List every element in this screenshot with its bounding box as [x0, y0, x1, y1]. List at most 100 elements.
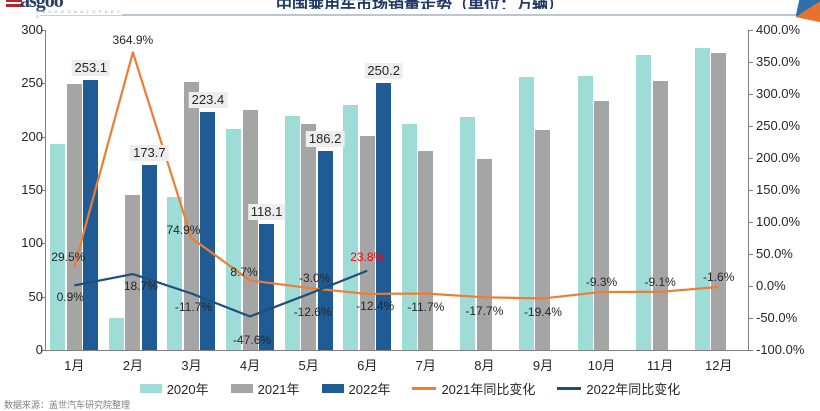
bar-2021年	[652, 81, 668, 350]
line-value-label: -47.6%	[233, 333, 272, 348]
y-tick-right	[748, 254, 753, 255]
legend-item[interactable]: 2020年	[139, 379, 209, 398]
y-tick-right	[748, 318, 753, 319]
logo-tagline: G A S G O O A U T O P A R T S	[36, 9, 121, 19]
bar-group	[226, 30, 275, 350]
bar-2021年	[242, 110, 258, 350]
x-axis-label: 9月	[532, 358, 554, 373]
y-tick-right	[748, 126, 753, 127]
y-tick-label-right: -50.0%	[756, 310, 798, 325]
line-value-label: -3.0%	[298, 270, 331, 285]
legend-item[interactable]: 2022年	[321, 379, 390, 398]
line-value-label: -9.1%	[644, 274, 676, 289]
line-value-label: 364.9%	[112, 33, 154, 48]
y-tick-label-right: 350.0%	[756, 54, 801, 69]
x-axis-label: 6月	[357, 358, 378, 373]
bar-2021年	[711, 53, 727, 350]
y-tick-label-left: 50	[28, 288, 43, 304]
logo-wordmark: asgoo	[20, 0, 64, 12]
bar-2020年	[343, 104, 359, 350]
y-tick-label-right: 0.0%	[756, 278, 786, 293]
bar-2020年	[694, 48, 710, 350]
bar-2021年	[66, 84, 82, 350]
page-title: 中国乘用车市场销量走势（单位：万辆）	[275, 0, 564, 9]
y-tick-label-right: 300.0%	[756, 86, 801, 101]
y-tick-left	[41, 190, 45, 191]
legend-label: 2020年	[166, 381, 209, 397]
bar-2021年	[125, 195, 141, 350]
bar-group	[694, 30, 743, 350]
y-tick-right	[748, 350, 753, 351]
legend-line-swatch-icon	[412, 386, 437, 390]
bar-value-label: 186.2	[305, 131, 345, 148]
x-axis-label: 5月	[298, 358, 319, 373]
chart-header: asgoo G A S G O O A U T O P A R T S 中国乘用…	[0, 0, 820, 22]
line-value-label: -11.7%	[174, 300, 213, 315]
x-axis	[45, 350, 749, 351]
y-tick-label-right: -100.0%	[756, 342, 805, 357]
chart-legend: 2020年 2021年 2022年 2021年同比变化 2022年同比变化	[0, 378, 820, 398]
logo-rule	[40, 15, 128, 16]
legend-line-swatch-icon	[557, 386, 582, 390]
bar-2020年	[226, 129, 242, 350]
y-tick-label-left: 250	[21, 75, 43, 91]
x-axis-label: 8月	[474, 358, 495, 373]
bar-2021年	[359, 135, 375, 350]
x-axis-label: 11月	[646, 358, 674, 373]
bar-2020年	[636, 54, 652, 350]
y-tick-left	[41, 83, 45, 85]
chart-plot-area: 0 50 100 150 200 250 300 -100.0% -50.0% 0.0% 50.0…	[21, 22, 804, 373]
line-value-label: -12.6%	[293, 305, 332, 320]
x-axis-label: 7月	[415, 358, 436, 373]
y-tick-label-right: 150.0%	[756, 182, 801, 197]
corner-ribbon-icon	[796, 0, 820, 22]
bar-2022年	[141, 164, 157, 350]
y-tick-label-right: 100.0%	[756, 214, 801, 229]
line-value-label: -11.7%	[407, 300, 445, 315]
line-value-label: 23.8%	[350, 249, 385, 264]
legend-item[interactable]: 2021年	[230, 379, 300, 398]
x-axis-label: 3月	[181, 358, 202, 373]
y-tick-left	[41, 136, 45, 138]
bar-value-label: 118.1	[247, 204, 286, 221]
x-axis-label: 2月	[122, 358, 143, 373]
y-tick-right	[748, 62, 753, 63]
bar-2020年	[50, 144, 66, 350]
gasgoo-logo: asgoo G A S G O O A U T O P A R T S	[4, 0, 128, 22]
bar-2022年	[317, 151, 333, 350]
y-tick-right	[748, 30, 753, 31]
bar-2022年	[259, 224, 275, 350]
chart-footnote: 数据来源：盖世汽车研究院整理	[4, 400, 131, 410]
bar-value-label: 253.1	[71, 60, 111, 77]
y-tick-label-left: 100	[21, 235, 43, 251]
bar-2022年	[83, 80, 99, 350]
legend-item[interactable]: 2022年同比变化	[557, 379, 680, 398]
y-tick-right	[748, 286, 753, 287]
legend-label: 2022年同比变化	[586, 381, 681, 397]
line-value-label: -12.4%	[356, 298, 395, 313]
bar-2021年	[476, 159, 492, 350]
header-divider	[122, 14, 798, 16]
y-tick-left	[41, 350, 45, 351]
line-value-label: -19.4%	[523, 305, 562, 320]
bar-group	[284, 30, 333, 350]
bar-group	[636, 30, 684, 350]
y-axis-left	[45, 30, 46, 350]
bar-value-label: 250.2	[364, 63, 403, 80]
y-tick-label-right: 200.0%	[756, 150, 801, 165]
legend-label: 2021年	[257, 381, 300, 397]
x-axis-label: 4月	[239, 358, 261, 373]
bar-2020年	[167, 197, 183, 350]
bar-2020年	[577, 75, 593, 350]
y-tick-right	[748, 190, 753, 191]
y-tick-label-left: 0	[35, 342, 43, 357]
line-value-label: 74.9%	[166, 223, 201, 238]
line-value-label: -1.6%	[703, 270, 735, 285]
legend-item[interactable]: 2021年同比变化	[412, 379, 535, 398]
bar-group	[577, 30, 626, 350]
bar-group	[518, 30, 567, 350]
x-axis-label: 1月	[64, 358, 85, 373]
y-tick-label-right: 250.0%	[756, 118, 801, 133]
y-tick-label-left: 300	[21, 22, 43, 37]
bar-2021年	[418, 150, 434, 350]
